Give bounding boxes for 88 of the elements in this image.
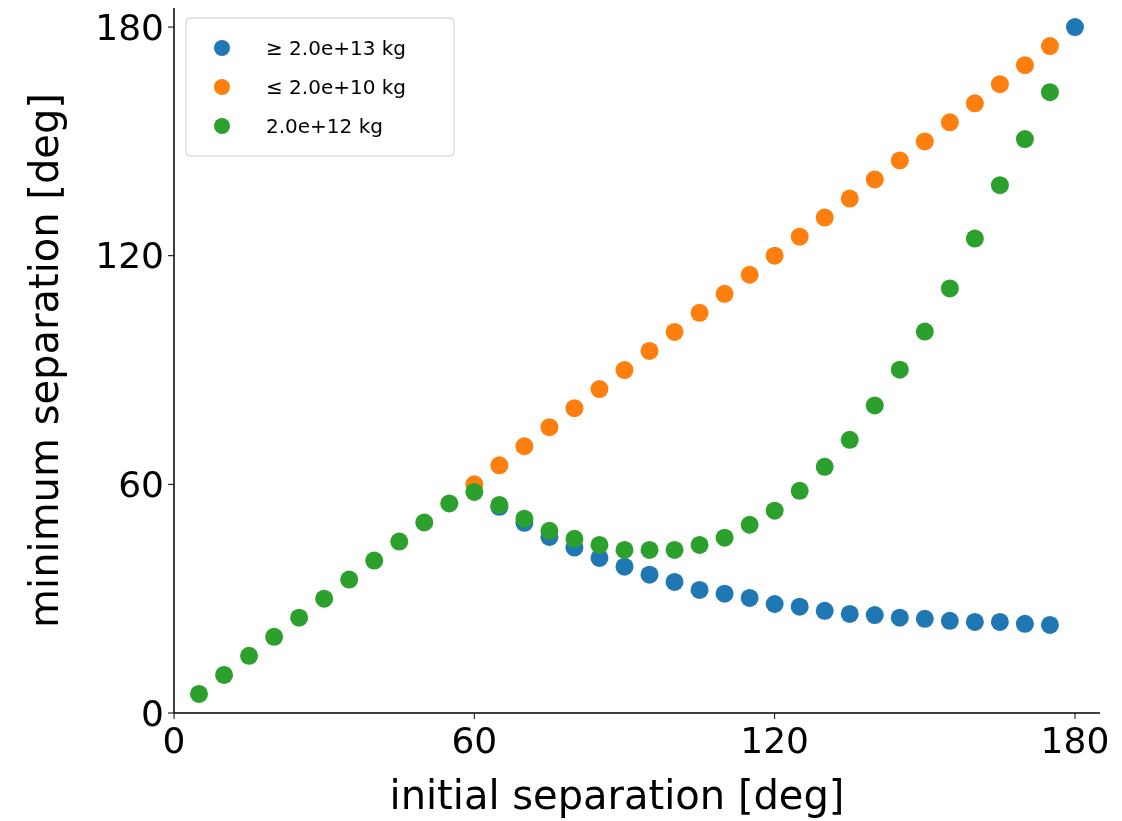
point [1040, 83, 1059, 102]
legend-label: ≤ 2.0e+10 kg [266, 75, 407, 99]
y-tick-label: 120 [95, 235, 164, 277]
y-tick-label: 180 [95, 6, 164, 48]
point [740, 588, 759, 607]
point [890, 151, 909, 170]
point [765, 595, 784, 614]
point [715, 584, 734, 603]
point [840, 189, 859, 208]
point [540, 418, 559, 437]
point [665, 572, 684, 591]
point [1040, 37, 1059, 56]
x-tick-label: 180 [1040, 720, 1110, 761]
point [715, 284, 734, 303]
point [515, 509, 534, 528]
point [665, 322, 684, 341]
point [865, 606, 884, 625]
point [190, 684, 209, 703]
point [965, 94, 984, 113]
point [790, 227, 809, 246]
point [365, 551, 384, 570]
legend-label: 2.0e+12 kg [266, 114, 383, 138]
point [615, 557, 634, 576]
point [290, 608, 309, 627]
point [990, 176, 1009, 195]
point [890, 608, 909, 627]
point [915, 132, 934, 151]
point [815, 457, 834, 476]
point [940, 113, 959, 132]
y-axis-title: minimum separation [deg] [21, 93, 67, 628]
legend-label: ≥ 2.0e+13 kg [266, 36, 407, 60]
point [965, 612, 984, 631]
point [265, 627, 284, 646]
x-axis-title: initial separation [deg] [389, 772, 845, 818]
point [865, 396, 884, 415]
point [315, 589, 334, 608]
point [840, 430, 859, 449]
point [915, 322, 934, 341]
point [815, 208, 834, 227]
point [615, 540, 634, 559]
point [590, 380, 609, 399]
point [965, 229, 984, 248]
point [740, 265, 759, 284]
point [990, 75, 1009, 94]
x-tick-label: 60 [451, 720, 498, 761]
point [665, 540, 684, 559]
point [615, 361, 634, 380]
point [790, 597, 809, 616]
y-tick-label: 60 [118, 463, 164, 505]
point [515, 437, 534, 456]
point [740, 515, 759, 534]
point [1015, 614, 1034, 633]
point [690, 303, 709, 322]
point [540, 521, 559, 540]
point [1015, 130, 1034, 149]
point [590, 535, 609, 554]
point [465, 482, 484, 501]
point [690, 535, 709, 554]
point [990, 612, 1009, 631]
point [640, 341, 659, 360]
point [240, 646, 259, 665]
point [765, 246, 784, 265]
point [640, 565, 659, 584]
y-tick-label: 0 [141, 692, 164, 734]
point [640, 540, 659, 559]
point [940, 279, 959, 298]
point [765, 501, 784, 520]
point [690, 580, 709, 599]
point [215, 665, 234, 684]
point [1065, 18, 1084, 37]
point [890, 360, 909, 379]
point [565, 399, 584, 418]
point [865, 170, 884, 189]
point [940, 611, 959, 630]
x-tick-label: 120 [740, 720, 810, 761]
point [1040, 615, 1059, 634]
point [840, 604, 859, 623]
point [815, 601, 834, 620]
point [415, 513, 434, 532]
point [565, 529, 584, 548]
point [790, 481, 809, 500]
point [440, 494, 459, 513]
point [1015, 56, 1034, 75]
point [915, 609, 934, 628]
point [715, 528, 734, 547]
point [490, 456, 509, 475]
point [390, 532, 409, 551]
point [340, 570, 359, 589]
